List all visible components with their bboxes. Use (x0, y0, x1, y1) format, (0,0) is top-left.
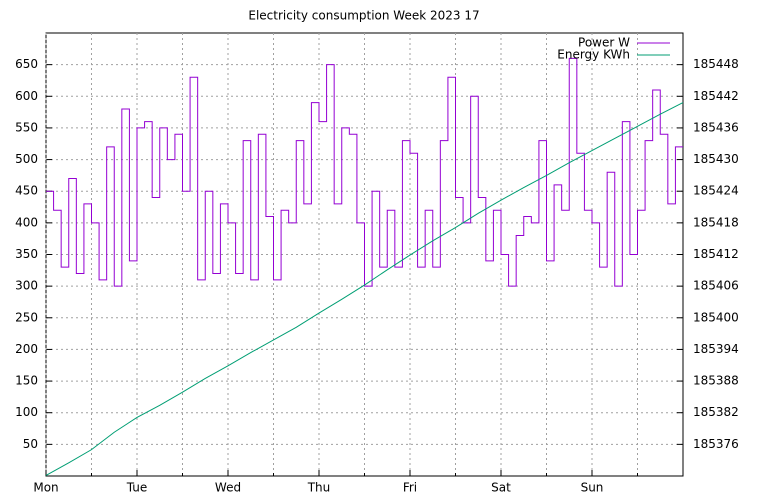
x-tick-label: Thu (307, 481, 331, 495)
y2-tick-label: 185388 (693, 374, 739, 388)
series-line (45, 102, 684, 476)
chart-title: Electricity consumption Week 2023 17 (248, 9, 479, 23)
y2-tick-label: 185376 (693, 437, 739, 451)
y2-tick-label: 185430 (693, 152, 739, 166)
y-tick-label: 50 (23, 437, 38, 451)
y2-tick-label: 185442 (693, 89, 739, 103)
y2-tick-label: 185400 (693, 310, 739, 324)
y-tick-label: 150 (15, 374, 38, 388)
y2-tick-label: 185394 (693, 342, 739, 356)
y-tick-label: 300 (15, 279, 38, 293)
y2-tick-label: 185418 (693, 215, 739, 229)
y2-tick-label: 185448 (693, 57, 739, 71)
y2-tick-label: 185382 (693, 405, 739, 419)
y-tick-label: 350 (15, 247, 38, 261)
y2-tick-label: 185406 (693, 279, 739, 293)
y-tick-label: 550 (15, 120, 38, 134)
y-tick-label: 650 (15, 57, 38, 71)
x-tick-label: Mon (33, 481, 58, 495)
series-line (46, 57, 683, 287)
x-tick-label: Wed (215, 481, 241, 495)
y2-tick-label: 185412 (693, 247, 739, 261)
y-tick-label: 100 (15, 405, 38, 419)
y-tick-label: 600 (15, 89, 38, 103)
y-tick-label: 450 (15, 184, 38, 198)
y-tick-label: 250 (15, 310, 38, 324)
y2-tick-label: 185436 (693, 120, 739, 134)
y-tick-label: 400 (15, 215, 38, 229)
y2-tick-label: 185424 (693, 184, 739, 198)
x-tick-label: Fri (403, 481, 417, 495)
y-tick-label: 200 (15, 342, 38, 356)
x-tick-label: Sat (491, 481, 511, 495)
x-tick-label: Sun (581, 481, 604, 495)
legend-label: Energy KWh (557, 48, 630, 62)
legend-label: Power W (578, 36, 630, 50)
y-tick-label: 500 (15, 152, 38, 166)
x-tick-label: Tue (126, 481, 148, 495)
